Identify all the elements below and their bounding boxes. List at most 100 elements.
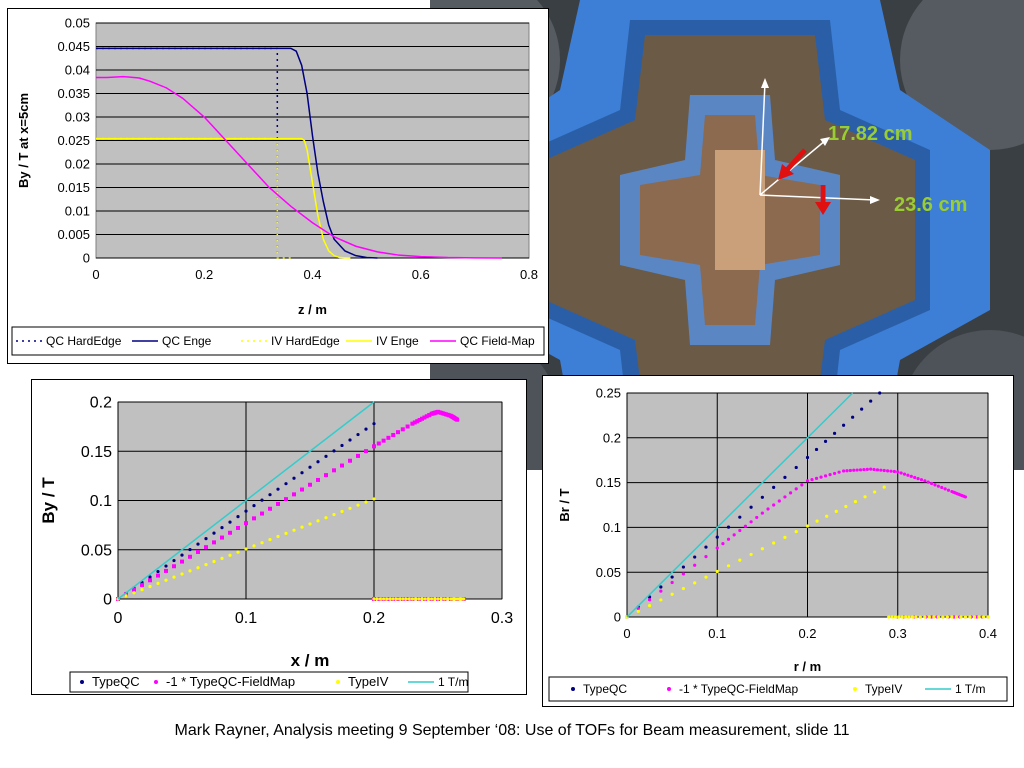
series-point-typeqc [348,438,352,442]
y-tick-label: 0.045 [57,39,90,54]
series-point-typeqc [805,455,810,460]
y-axis-label: By / T at x=5cm [16,93,31,188]
series-point-1-typeqc-fieldmap [858,468,863,472]
chart-br-vs-r: 0 0.05 0.1 0.15 0.2 0.25 0 0.1 0.2 0.3 0.4 r / m Br … [548,386,1008,702]
x-tick-label: 0.6 [412,267,430,282]
series-point-1-typeqc-fieldmap [188,554,192,559]
series-point-1-typeqc-fieldmap [132,587,136,592]
series-point-typeiv [647,604,652,608]
series-point-typeiv [954,615,959,619]
x-tick-label: 0.3 [491,610,513,627]
series-point-typeiv [923,615,927,619]
legend-label: TypeIV [348,674,389,689]
series-point-typeiv [442,597,446,601]
series-point-typeqc [156,569,160,574]
series-point-1-typeqc-fieldmap [869,467,873,471]
series-point-1-typeqc-fieldmap [879,468,883,472]
axis-diagonal-head [820,137,830,146]
series-point-typeqc [236,515,240,519]
series-point-typeiv [897,615,901,619]
series-point-1-typeqc-fieldmap [923,479,927,483]
series-point-typeqc [738,515,742,519]
x-tick-label: 0.2 [195,267,213,282]
series-point-1-typeqc-fieldmap [172,564,176,569]
series-point-1-typeqc-fieldmap [852,468,856,472]
series-point-typeiv [882,485,886,489]
series-point-1-typeqc-fieldmap [800,483,804,487]
series-point-typeiv [348,506,352,510]
series-point-typeqc [860,407,864,411]
series-point-typeiv [124,594,128,598]
series-point-1-typeqc-fieldmap [963,495,968,499]
series-line-1-t-m [626,392,854,618]
legend-swatch [667,687,671,691]
series-point-typeiv [430,597,434,601]
series-line-1-t-m [117,401,375,600]
series-point-typeiv [704,575,708,579]
legend-label: IV HardEdge [271,334,340,348]
series-point-1-typeqc-fieldmap [284,497,288,502]
series-point-typeiv [140,588,144,592]
series-point-typeiv [196,566,200,570]
series-point-typeiv [417,597,421,601]
legend-label: QC HardEdge [46,334,122,348]
y-tick-label: 0.15 [596,475,621,490]
series-point-typeiv [670,592,674,596]
y-tick-label: 0.05 [81,542,112,559]
series-point-typeiv [890,615,894,619]
series-point-1-typeqc-fieldmap [749,520,753,524]
series-point-typeqc [783,475,787,480]
series-point-1-typeqc-fieldmap [845,469,849,473]
series-point-typeqc [172,558,176,563]
series-point-1-typeqc-fieldmap [332,468,336,473]
x-tick-label: 0.2 [798,626,816,641]
series-point-typeiv [156,581,160,585]
series-point-typeiv [945,615,949,619]
y-tick-label: 0.03 [65,110,90,125]
series-point-1-typeqc-fieldmap [946,488,951,492]
series-point-typeiv [887,615,891,619]
series-point-typeiv [407,597,411,601]
series-point-typeiv [927,615,931,619]
series-point-1-typeqc-fieldmap [292,492,296,497]
series-point-1-typeqc-fieldmap [892,469,896,474]
series-point-1-typeqc-fieldmap [832,471,837,476]
series-point-1-typeqc-fieldmap [455,417,460,422]
red-arrow-1 [783,148,807,174]
y-axis-label: By / T [39,477,58,524]
series-point-typeqc [300,471,304,475]
y-tick-label: 0.05 [596,565,621,580]
series-point-1-typeqc-fieldmap [396,597,400,601]
series-point-1-typeqc-fieldmap [415,419,420,424]
series-point-1-typeqc-fieldmap [670,580,674,585]
y-tick-label: 0.15 [81,444,112,461]
x-axis-label: r / m [794,659,821,674]
series-point-1-typeqc-fieldmap [940,485,944,490]
series-point-typeiv [212,559,216,564]
x-tick-label: 0.8 [520,267,538,282]
series-point-typeiv [385,597,389,601]
series-point-1-typeqc-fieldmap [681,572,686,576]
series-point-1-typeqc-fieldmap [837,470,841,474]
series-point-typeiv [693,581,697,585]
series-point-typeqc [772,485,776,489]
series-point-1-typeqc-fieldmap [647,598,652,602]
series-point-typeiv [180,572,184,576]
series-point-typeqc [869,399,873,403]
series-point-1-typeqc-fieldmap [919,478,924,482]
dimension-label-1: 17.82 cm [828,123,913,145]
series-point-typeiv [726,564,731,568]
series-point-1-typeqc-fieldmap [410,421,415,426]
series-point-1-typeqc-fieldmap [422,415,427,420]
series-point-typeiv [907,615,911,619]
axis-horizontal [759,194,876,201]
series-point-typeiv [410,597,414,601]
x-tick-label: 0.3 [889,626,907,641]
series-point-1-typeqc-fieldmap [885,469,890,473]
series-point-1-typeqc-fieldmap [260,511,264,516]
series-point-typeqc [180,553,184,557]
series-point-typeiv [164,578,168,582]
series-point-1-typeqc-fieldmap [308,482,312,487]
series-point-typeiv [433,597,437,601]
x-axis-label: x / m [291,651,330,670]
